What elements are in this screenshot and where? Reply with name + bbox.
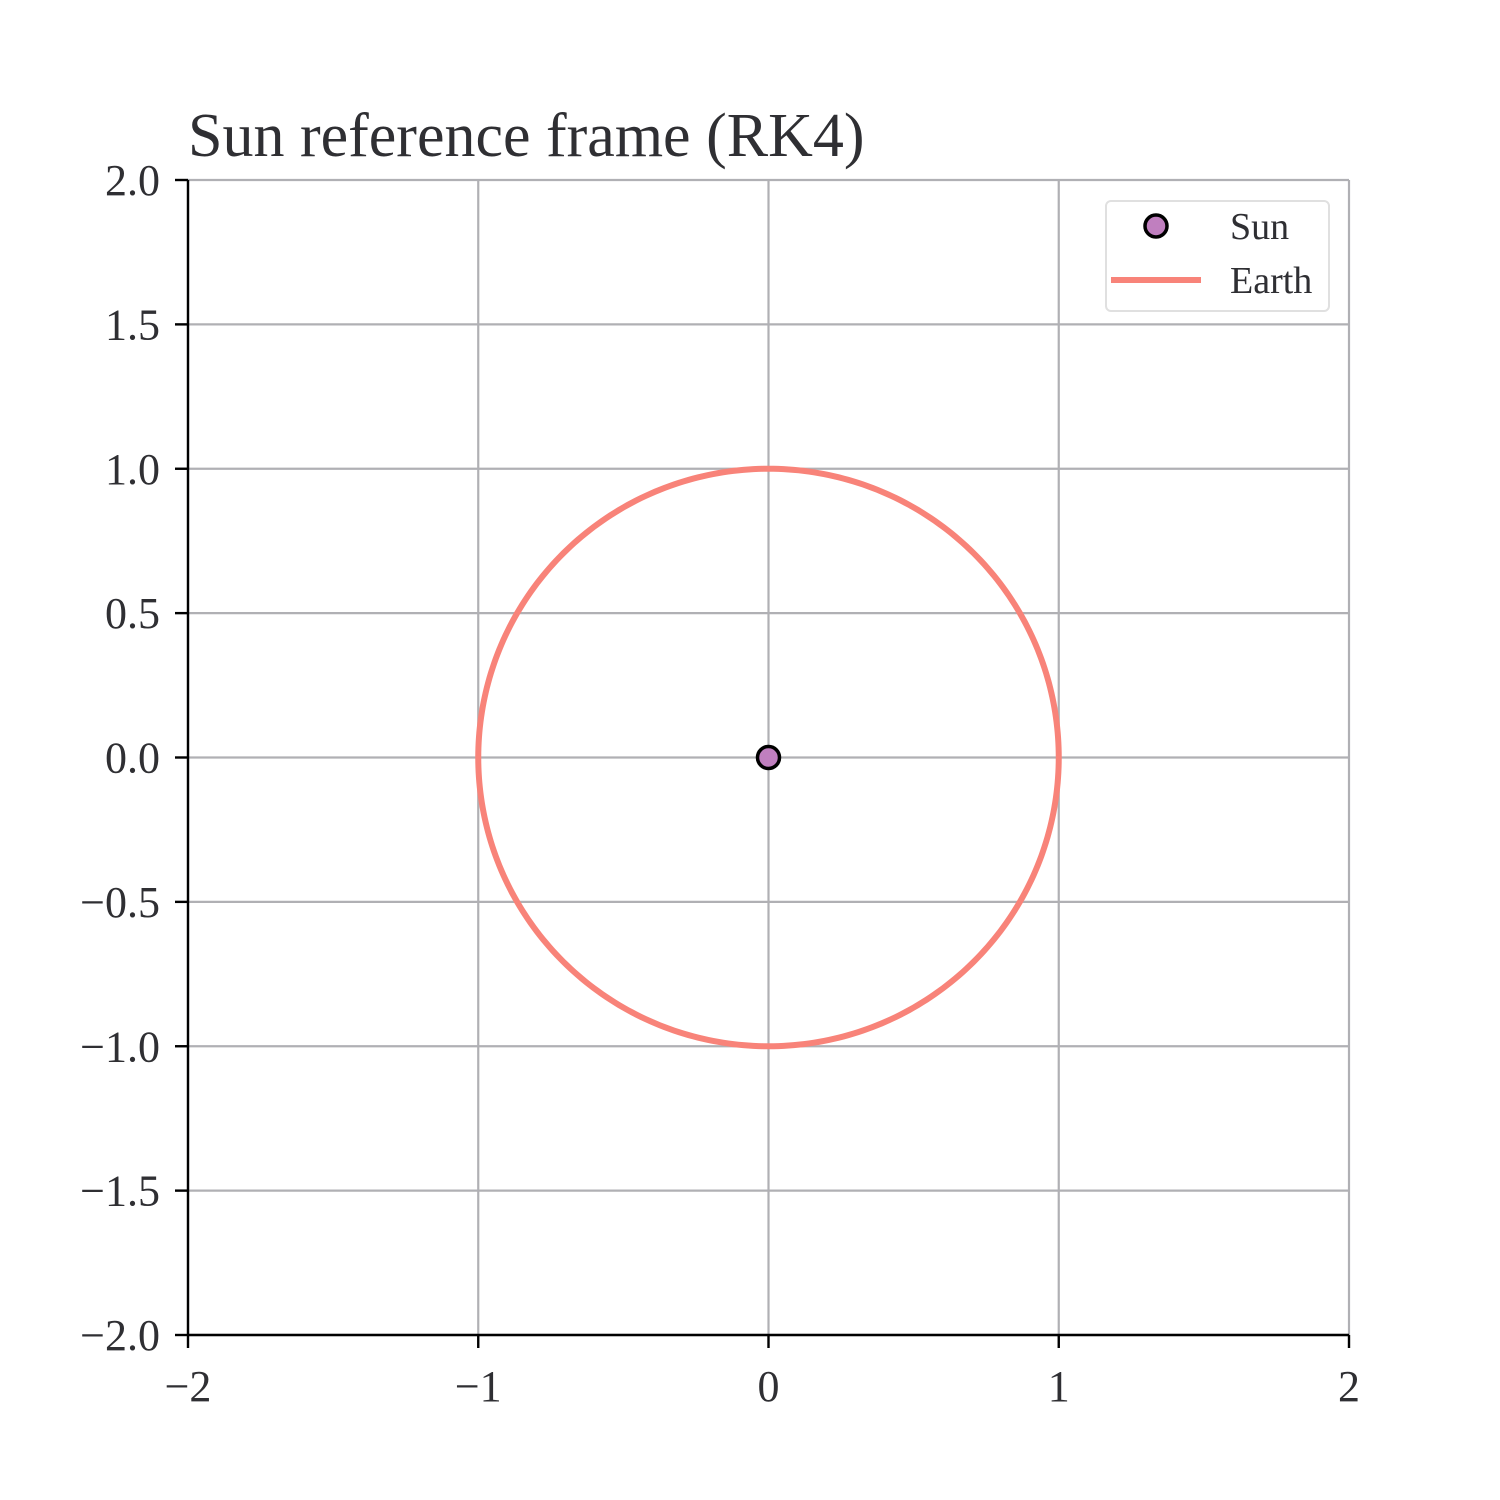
y-tick-label: 0.0: [105, 734, 160, 783]
chart-title: Sun reference frame (RK4): [188, 102, 865, 170]
legend: Sun Earth: [1105, 200, 1330, 312]
legend-label: Sun: [1230, 206, 1289, 248]
plot-data: [475, 465, 1062, 1050]
y-tick-label: 1.0: [105, 445, 160, 494]
y-tick-label: −0.5: [80, 878, 160, 927]
tick-labels: −2 −1 0 1 2 2.0 1.5 1.0 0.5 0.0 −0.5 −1.0 −1.5 −2.0: [80, 156, 1360, 1411]
legend-label: Earth: [1230, 260, 1312, 302]
series-line-earth: [475, 465, 1062, 1050]
y-tick-label: −1.0: [80, 1022, 160, 1071]
y-tick-label: −2.0: [80, 1311, 160, 1360]
y-tick-label: −1.5: [80, 1167, 160, 1216]
legend-marker-sun: [1143, 213, 1169, 239]
x-tick-label: 2: [1338, 1362, 1360, 1411]
series-point-sun: [755, 744, 782, 771]
y-tick-label: 0.5: [105, 589, 160, 638]
x-tick-label: −1: [455, 1362, 502, 1411]
x-tick-label: 1: [1048, 1362, 1070, 1411]
x-tick-label: 0: [758, 1362, 780, 1411]
y-tick-label: 2.0: [105, 156, 160, 205]
x-tick-label: −2: [165, 1362, 212, 1411]
y-tick-label: 1.5: [105, 300, 160, 349]
